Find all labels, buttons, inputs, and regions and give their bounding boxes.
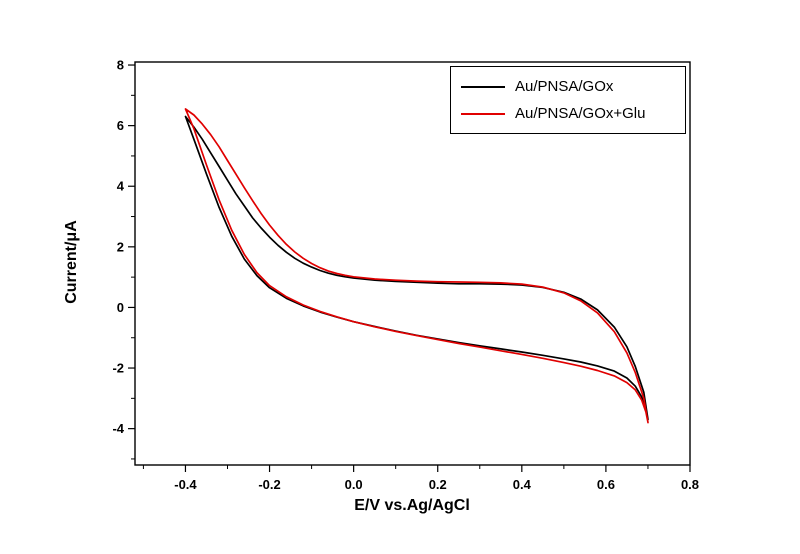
legend-item-goxbare: Au/PNSA/GOx xyxy=(461,73,675,100)
svg-text:-4: -4 xyxy=(112,421,124,436)
svg-text:0.6: 0.6 xyxy=(597,477,615,492)
svg-text:6: 6 xyxy=(117,118,124,133)
svg-text:4: 4 xyxy=(117,179,125,194)
legend-label-gox: Au/PNSA/GOx xyxy=(515,78,614,95)
svg-text:0.8: 0.8 xyxy=(681,477,699,492)
legend-label-gox-glu: Au/PNSA/GOx+Glu xyxy=(515,105,646,122)
svg-text:-2: -2 xyxy=(112,361,124,376)
legend-item-goxglu: Au/PNSA/GOx+Glu xyxy=(461,100,675,127)
legend-line-red-icon xyxy=(461,112,505,115)
legend: Au/PNSA/GOx Au/PNSA/GOx+Glu xyxy=(450,66,686,134)
legend-line-black-icon xyxy=(461,85,505,88)
svg-text:2: 2 xyxy=(117,239,124,254)
svg-text:-0.2: -0.2 xyxy=(258,477,280,492)
svg-text:0.2: 0.2 xyxy=(429,477,447,492)
y-axis-label: Current/μA xyxy=(63,220,80,304)
svg-text:0.0: 0.0 xyxy=(345,477,363,492)
svg-text:-0.4: -0.4 xyxy=(174,477,197,492)
svg-text:8: 8 xyxy=(117,58,124,73)
x-axis-label: E/V vs.Ag/AgCl xyxy=(354,497,470,514)
svg-text:0.4: 0.4 xyxy=(513,477,532,492)
svg-text:0: 0 xyxy=(117,300,124,315)
